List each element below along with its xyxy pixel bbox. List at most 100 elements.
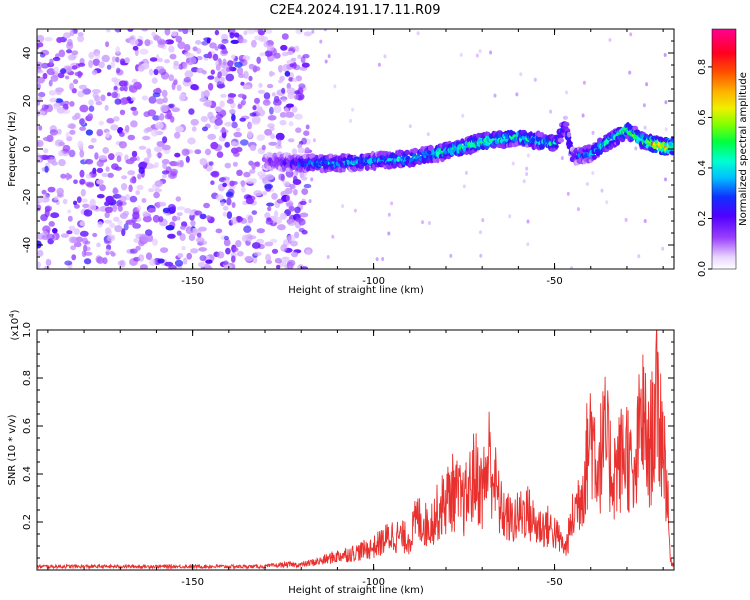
spectrogram-noise-cell	[247, 215, 254, 224]
spectrogram-noise-cell	[581, 113, 585, 118]
spectrogram-noise-cell	[40, 214, 48, 222]
spectrogram-noise-cell	[283, 257, 288, 262]
spectrogram-noise-cell	[294, 90, 301, 95]
colorbar-tick-label: 0.0	[697, 261, 708, 277]
spectrogram-noise-cell	[585, 182, 589, 186]
spectrogram-noise-cell	[266, 83, 274, 89]
spectrogram-y-tick-label: -20	[22, 189, 33, 205]
spectrogram-noise-cell	[73, 179, 78, 184]
spectrogram-noise-cell	[79, 84, 87, 90]
spectrogram-y-tick-label: 0	[22, 146, 33, 152]
spectrogram-noise-cell	[167, 233, 176, 239]
spectrogram-noise-cell	[130, 96, 136, 102]
spectrogram-noise-cell	[305, 124, 310, 130]
spectrogram-noise-cell	[290, 57, 297, 62]
spectrogram-noise-cell	[261, 144, 266, 151]
spectrogram-noise-cell	[60, 173, 67, 179]
spectrogram-noise-cell	[198, 226, 207, 232]
spectrogram-noise-cell	[387, 212, 391, 217]
spectrogram-noise-cell	[231, 54, 236, 60]
spectrogram-noise-cell	[252, 105, 257, 111]
snr-y-tick-label: 1.0	[22, 322, 33, 338]
spectrogram-noise-cell	[522, 179, 526, 184]
spectrogram-noise-cell	[105, 166, 110, 172]
spectrogram-noise-cell	[549, 109, 553, 114]
spectrogram-noise-cell	[508, 214, 512, 219]
spectrogram-noise-cell	[276, 264, 281, 269]
spectrogram-noise-cell	[228, 109, 236, 114]
spectrogram-noise-cell	[162, 136, 168, 144]
colorbar-ticks: 0.0 0.2 0.4 0.6 0.8	[697, 59, 712, 277]
spectrogram-noise-cell	[240, 99, 246, 106]
spectrogram-noise-cell	[138, 145, 147, 150]
spectrogram-noise-cell	[230, 141, 237, 147]
spectrogram-noise-cell	[96, 242, 101, 248]
spectrogram-noise-cell	[264, 212, 271, 219]
spectrogram-noise-cell	[121, 228, 126, 237]
spectrogram-noise-cell	[248, 235, 257, 240]
spectrogram-noise-cell	[98, 155, 108, 161]
spectrogram-noise-cell	[281, 33, 289, 40]
spectrogram-noise-cell	[479, 253, 483, 258]
spectrogram-noise-cell	[71, 254, 77, 261]
spectrogram-noise-cell	[377, 62, 381, 67]
spectrogram-x-axis-label: Height of straight line (km)	[288, 285, 424, 296]
spectrogram-noise-cell	[129, 195, 138, 203]
spectrogram-noise-cell	[634, 146, 638, 151]
spectrogram-noise-cell	[100, 94, 106, 102]
spectrogram-noise-cell	[264, 183, 273, 190]
spectrogram-noise-cell	[162, 96, 168, 104]
spectrogram-noise-cell	[147, 208, 156, 213]
colorbar-label: Normalized spectral amplitude	[738, 72, 749, 226]
spectrogram-noise-cell	[629, 32, 633, 37]
snr-x-tick-label: -100	[362, 577, 385, 588]
spectrogram-noise-cell	[69, 29, 75, 37]
spectrogram-noise-cell	[48, 159, 55, 164]
spectrogram-noise-cell	[462, 184, 466, 189]
spectrogram-noise-cell	[155, 201, 161, 209]
spectrogram-signal-cell	[615, 139, 621, 146]
spectrogram-noise-cell	[85, 129, 93, 136]
spectrogram-noise-cell	[49, 58, 54, 66]
spectrogram-noise-cell	[101, 54, 110, 63]
spectrogram-noise-cell	[289, 63, 295, 68]
spectrogram-noise-cell	[171, 82, 176, 91]
spectrogram-noise-cell	[269, 126, 275, 131]
spectrogram-noise-cell	[268, 70, 274, 77]
spectrogram-noise-cell	[147, 151, 152, 159]
spectrogram-noise-cell	[222, 58, 227, 66]
spectrogram-noise-cell	[58, 141, 65, 147]
spectrogram-noise-cell	[212, 53, 219, 61]
spectrogram-noise-cell	[184, 70, 194, 79]
spectrogram-noise-cell	[265, 259, 273, 265]
spectrogram-noise-cell	[43, 148, 49, 154]
spectrogram-noise-cell	[257, 29, 264, 34]
spectrogram-noise-cell	[293, 188, 298, 196]
spectrogram-noise-cell	[297, 54, 302, 59]
spectrogram-noise-cell	[303, 183, 312, 189]
spectrogram-noise-cell	[81, 250, 87, 258]
spectrogram-noise-cell	[224, 121, 233, 127]
spectrogram-noise-cell	[201, 70, 207, 75]
snr-series-line	[37, 330, 674, 570]
spectrogram-noise-cell	[291, 148, 297, 156]
spectrogram-noise-cell	[206, 215, 211, 221]
spectrogram-noise-cell	[77, 35, 85, 43]
spectrogram-noise-cell	[47, 186, 56, 193]
spectrogram-noise-cell	[108, 153, 115, 161]
spectrogram-noise-cell	[190, 248, 199, 254]
spectrogram-noise-cell	[256, 228, 265, 234]
spectrogram-noise-cell	[45, 258, 51, 265]
spectrogram-noise-cell	[171, 215, 178, 222]
spectrogram-noise-cell	[280, 244, 288, 252]
spectrogram-noise-cell	[73, 79, 79, 85]
spectrogram-noise-cell	[177, 253, 184, 258]
spectrogram-noise-cell	[271, 92, 276, 97]
spectrogram-noise-cell	[106, 29, 111, 33]
spectrogram-noise-cell	[141, 29, 149, 32]
spectrogram-noise-cell	[179, 233, 186, 242]
spectrogram-noise-cell	[301, 229, 308, 235]
spectrogram-noise-cell	[259, 52, 266, 57]
spectrogram-noise-cell	[56, 128, 62, 135]
